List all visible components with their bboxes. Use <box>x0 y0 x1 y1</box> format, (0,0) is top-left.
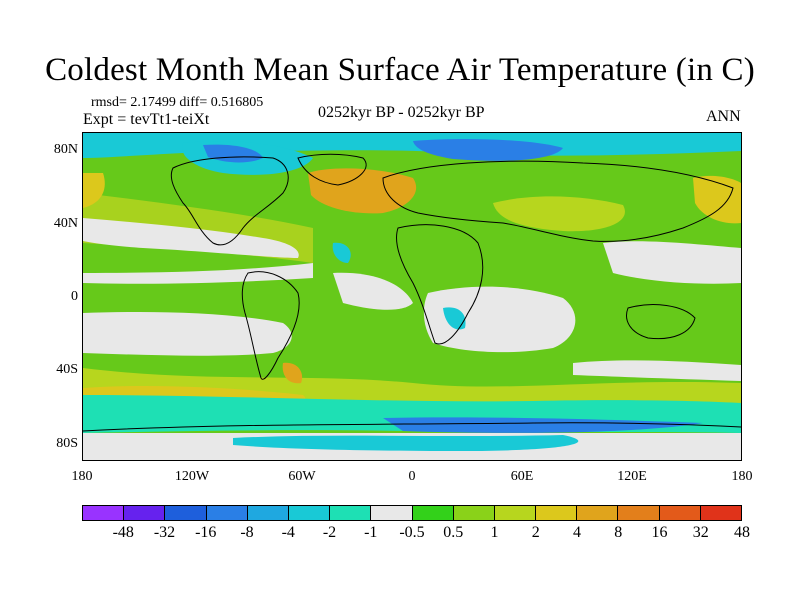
field-neutral-zone <box>573 360 741 381</box>
lat-label: 0 <box>71 289 78 304</box>
field-warm-anomaly <box>693 175 741 224</box>
colorbar-label: -2 <box>322 524 337 541</box>
lon-label: 60E <box>510 469 534 484</box>
coastlines <box>83 153 741 432</box>
coastline-australia <box>626 304 696 340</box>
colorbar-box <box>618 506 660 520</box>
lat-label: 80S <box>56 436 78 451</box>
colorbar-label: -1 <box>364 524 378 541</box>
field-neutral-zone <box>603 241 741 284</box>
colorbar-label: 48 <box>734 524 750 541</box>
field-neutral-zone <box>83 218 299 258</box>
colorbar-box <box>371 506 413 520</box>
lat-label: 40S <box>56 362 78 377</box>
colorbar-box <box>494 506 537 520</box>
colorbar-label: -16 <box>195 524 217 541</box>
coastline-antarctica <box>83 422 741 432</box>
colorbar-label: 0.5 <box>443 524 464 541</box>
field-cool-anomaly <box>443 307 466 330</box>
colorbar-label: 16 <box>651 524 668 541</box>
colorbar-box <box>536 506 578 520</box>
coastline-south-america <box>241 271 300 380</box>
field-neutral-zone <box>423 286 576 353</box>
field-warm-anomaly <box>83 173 105 208</box>
colorbar-label: -32 <box>153 524 176 541</box>
lon-label: 0 <box>408 469 416 484</box>
colorbar-label: 1 <box>490 524 499 541</box>
colorbar <box>82 505 742 521</box>
colorbar-label: -48 <box>112 524 134 541</box>
colorbar-box <box>165 506 207 520</box>
lat-label: 40N <box>53 216 78 231</box>
rmsd-diff-stats: rmsd= 2.17499 diff= 0.516805 <box>91 95 264 110</box>
lon-label: 180 <box>731 469 753 484</box>
coastline-eurasia <box>382 160 734 242</box>
experiment-label: Expt = tevTt1-teiXt <box>83 111 210 128</box>
field-neutral-zone <box>333 272 413 310</box>
colorbar-label: 32 <box>692 524 709 541</box>
colorbar-box <box>247 506 289 520</box>
lon-label: 120E <box>617 469 647 484</box>
field-warm-anomaly <box>493 196 625 232</box>
lat-label: 80N <box>53 142 78 157</box>
colorbar-label: -0.5 <box>399 524 425 541</box>
colorbar-label: -4 <box>281 524 295 541</box>
colorbar-box <box>577 506 619 520</box>
colorbar-label: -8 <box>240 524 254 541</box>
season-label: ANN <box>706 108 741 125</box>
field-cool-anomaly <box>383 417 703 433</box>
coastline-north-america <box>170 156 289 246</box>
field-neutral-zone <box>83 263 313 284</box>
map-field-svg <box>83 133 741 460</box>
colorbar-box <box>206 506 248 520</box>
plot-title: Coldest Month Mean Surface Air Temperatu… <box>45 52 755 88</box>
lon-label: 60W <box>288 469 316 484</box>
period-label: 0252kyr BP - 0252kyr BP <box>318 104 485 121</box>
colorbar-label: 8 <box>614 524 623 541</box>
coastline-africa <box>396 224 484 345</box>
field-cool-anomaly <box>233 435 579 451</box>
field-cool-anomaly <box>83 133 741 158</box>
field-warm-anomaly <box>308 168 417 214</box>
colorbar-box <box>412 506 454 520</box>
field-neutral-zone <box>83 312 292 356</box>
colorbar-labels: -48 -32 -16 -8 -4 -2 -1 -0.5 0.5 1 2 4 8 16 32 48 <box>82 524 750 546</box>
lon-label: 120W <box>174 469 210 484</box>
colorbar-label: 2 <box>531 524 540 541</box>
coastline-greenland <box>297 153 367 186</box>
colorbar-box <box>700 506 741 520</box>
field-cool-anomaly <box>413 139 563 161</box>
colorbar-label: 4 <box>573 524 581 541</box>
field-cool-anomaly <box>332 242 351 263</box>
colorbar-box <box>288 506 331 520</box>
temperature-map <box>82 132 742 461</box>
colorbar-box <box>659 506 701 520</box>
colorbar-box <box>330 506 372 520</box>
colorbar-box <box>83 506 125 520</box>
colorbar-box <box>453 506 495 520</box>
lon-label: 180 <box>71 469 93 484</box>
field-warm-anomaly <box>282 362 303 384</box>
colorbar-box <box>124 506 166 520</box>
